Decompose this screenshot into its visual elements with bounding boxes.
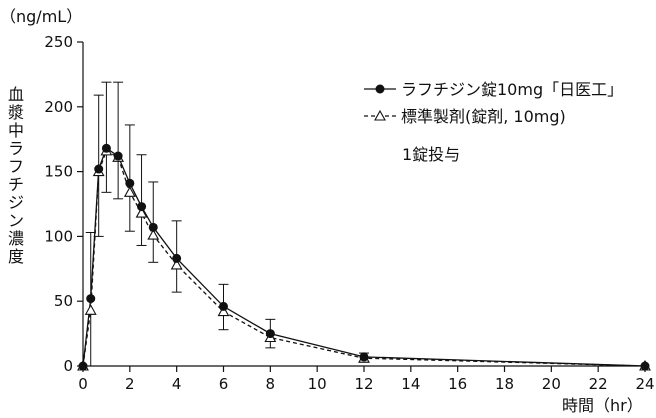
x-tick-label: 8	[266, 375, 276, 393]
series-line-test	[82, 147, 646, 367]
y-tick-label: 100	[44, 227, 73, 245]
x-tick-label: 18	[495, 375, 514, 393]
x-tick-label: 12	[354, 375, 373, 393]
y-tick-label: 50	[54, 292, 73, 310]
marker-triangle	[123, 186, 136, 197]
series-lines	[82, 147, 646, 367]
y-axis-label: 血漿中ラフチジン濃度	[8, 85, 24, 266]
marker-circle	[125, 178, 135, 188]
legend-label-reference: 標準製剤(錠剤, 10mg)	[401, 107, 566, 126]
marker-circle	[94, 164, 104, 174]
x-tick-label: 20	[542, 375, 561, 393]
legend-label-test: ラフチジン錠10mg「日医工」	[401, 80, 623, 99]
y-tick-label: 150	[44, 163, 73, 181]
marker-triangle	[217, 305, 230, 317]
x-tick-label: 22	[589, 375, 608, 393]
marker-circle	[113, 151, 123, 161]
marker-circle	[265, 329, 275, 339]
marker-triangle	[84, 304, 97, 315]
marker-triangle	[170, 258, 183, 270]
marker-circle	[86, 294, 96, 304]
x-tick-label: 24	[635, 375, 654, 393]
dose-annotation: 1錠投与	[402, 145, 460, 164]
x-axis-label: 時間（hr）	[562, 396, 643, 415]
x-tick-label: 10	[308, 375, 327, 393]
marker-triangle	[147, 228, 160, 240]
marker-circle	[148, 222, 158, 232]
y-unit-label: （ng/mL）	[0, 7, 82, 26]
marker-circle	[359, 352, 369, 362]
y-axis-title: 血漿中ラフチジン濃度	[8, 85, 24, 266]
legend-marker-triangle	[374, 109, 386, 121]
x-tick-label: 14	[401, 375, 420, 393]
y-tick-label: 250	[44, 33, 73, 51]
legend: ラフチジン錠10mg「日医工」標準製剤(錠剤, 10mg)	[364, 80, 623, 126]
series-markers	[77, 143, 651, 371]
marker-circle	[172, 253, 182, 263]
marker-circle	[640, 361, 650, 371]
x-tick-label: 0	[78, 375, 88, 393]
x-tick-label: 2	[125, 375, 135, 393]
marker-circle	[219, 301, 228, 311]
x-tick-label: 4	[172, 375, 182, 393]
y-tick-label: 200	[44, 98, 73, 116]
marker-circle	[101, 143, 111, 153]
legend-marker-circle	[375, 84, 385, 94]
error-bars	[85, 81, 369, 367]
y-tick-label: 0	[63, 357, 73, 375]
series-line-reference	[82, 149, 646, 367]
x-tick-label: 16	[448, 375, 467, 393]
x-tick-label: 6	[219, 375, 229, 393]
marker-triangle	[135, 206, 148, 218]
marker-circle	[78, 361, 88, 371]
marker-circle	[137, 202, 147, 212]
